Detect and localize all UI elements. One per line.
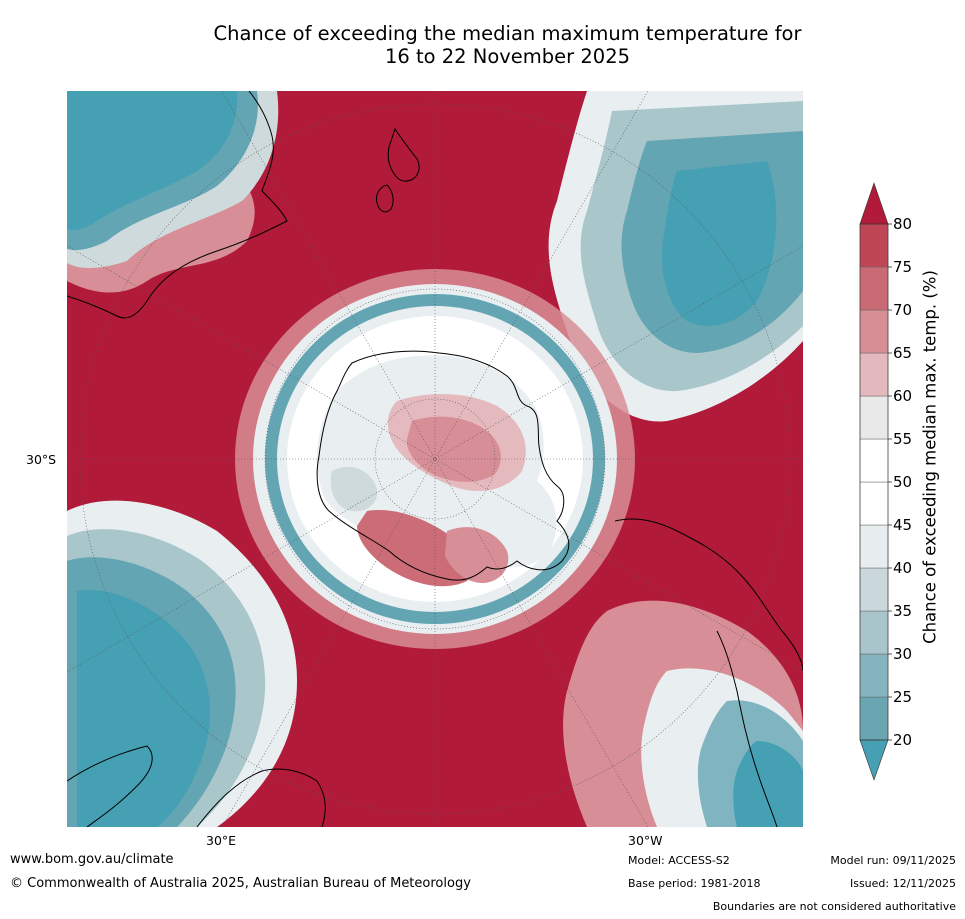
colorbar-tick-label: 25 xyxy=(893,688,912,706)
colorbar-tick-label: 60 xyxy=(893,387,912,405)
latitude-label-30s: 30°S xyxy=(26,452,57,467)
colorbar-segment xyxy=(859,352,889,397)
colorbar-segment xyxy=(859,481,889,526)
colorbar-segment xyxy=(859,653,889,698)
colorbar-title: Chance of exceeding median max. temp. (%… xyxy=(920,270,940,644)
colorbar-tick-label: 40 xyxy=(893,559,912,577)
outlook-map xyxy=(67,91,803,827)
colorbar-segment xyxy=(859,223,889,268)
colorbar-tick-label: 75 xyxy=(893,258,912,276)
new-zealand-coastline xyxy=(376,127,420,213)
colorbar-under-triangle xyxy=(859,739,889,781)
longitude-label-30w: 30°W xyxy=(628,833,663,848)
colorbar-tick-label: 20 xyxy=(893,731,912,749)
colorbar-tick-label: 45 xyxy=(893,516,912,534)
colorbar-segment xyxy=(859,567,889,612)
colorbar-segment xyxy=(859,309,889,354)
colorbar-segment xyxy=(859,438,889,483)
footer-issued: Issued: 12/11/2025 xyxy=(849,877,956,890)
longitude-label-30e: 30°E xyxy=(206,833,237,848)
footer-disclaimer: Boundaries are not considered authoritat… xyxy=(712,900,956,913)
footer-base-period: Base period: 1981-2018 xyxy=(628,877,761,890)
colorbar-segment xyxy=(859,266,889,311)
footer-model-run: Model run: 09/11/2025 xyxy=(830,854,956,867)
footer-model: Model: ACCESS-S2 xyxy=(628,854,730,867)
africa-coastline xyxy=(67,745,326,827)
colorbar-segment xyxy=(859,610,889,655)
colorbar: 20 25 30 35 40 45 50 55 60 65 70 75 80 xyxy=(859,182,912,781)
colorbar-tick-label: 50 xyxy=(893,473,912,491)
colorbar-segment xyxy=(859,524,889,569)
colorbar-tick-label: 70 xyxy=(893,301,912,319)
title-line-1: Chance of exceeding the median maximum t… xyxy=(213,22,802,45)
colorbar-segment xyxy=(859,696,889,741)
title-line-2: 16 to 22 November 2025 xyxy=(384,45,631,68)
colorbar-tick-label: 35 xyxy=(893,602,912,620)
colorbar-tick-label: 55 xyxy=(893,430,912,448)
graticule-circle-pole xyxy=(374,398,496,520)
colorbar-tick-label: 30 xyxy=(893,645,912,663)
antarctica-coastline xyxy=(316,350,570,581)
south-america-coastline xyxy=(614,518,803,827)
australia-coastline xyxy=(67,91,288,319)
colorbar-tick-label: 65 xyxy=(893,344,912,362)
colorbar-segment xyxy=(859,395,889,440)
footer-website: www.bom.gov.au/climate xyxy=(10,852,174,867)
chart-title: Chance of exceeding the median maximum t… xyxy=(150,22,865,68)
colorbar-tick-label: 80 xyxy=(893,215,912,233)
footer-copyright: © Commonwealth of Australia 2025, Austra… xyxy=(10,876,471,891)
colorbar-over-triangle xyxy=(859,182,889,225)
